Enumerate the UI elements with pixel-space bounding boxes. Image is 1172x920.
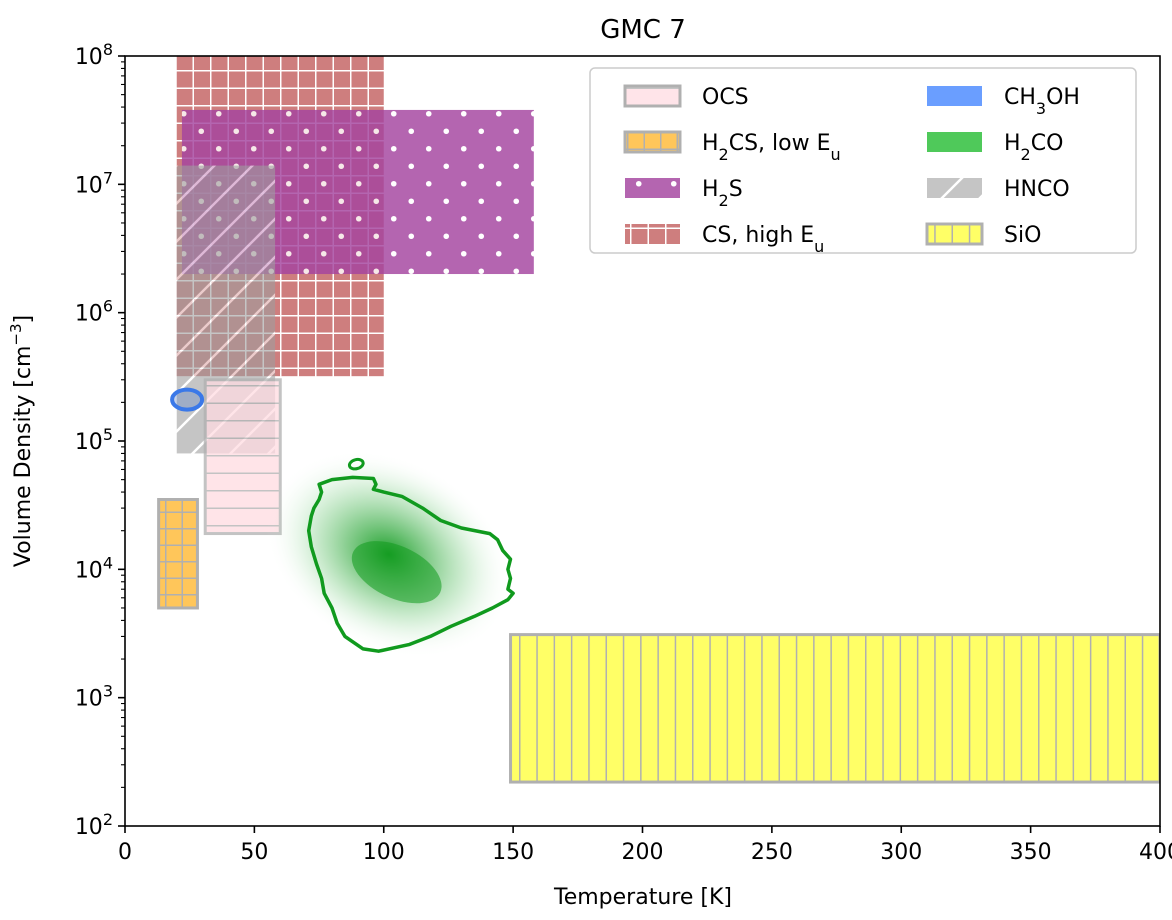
- x-tick-label: 150: [492, 840, 534, 865]
- x-tick-label: 350: [1010, 840, 1052, 865]
- y-tick-label: 106: [75, 296, 113, 327]
- y-tick-label: 105: [75, 425, 113, 456]
- legend-swatch-edge-sio: [925, 222, 984, 246]
- legend-item-sio: SiO: [925, 222, 1041, 248]
- legend-label-sio: SiO: [1004, 223, 1041, 248]
- legend-item-h2cs-low-eu: H2CS, low Eu: [623, 130, 841, 164]
- region-fill-h2cs-low-eu: [158, 499, 198, 608]
- x-tick-label: 50: [240, 840, 268, 865]
- legend-label-h2s: H2S: [702, 177, 743, 210]
- legend-swatch-hnco: [927, 178, 982, 198]
- legend-label-cs-high-eu: CS, high Eu: [702, 223, 824, 256]
- legend-item-cs-high-eu: CS, high Eu: [625, 223, 824, 256]
- y-tick-label: 103: [75, 681, 113, 712]
- y-tick-label: 102: [75, 810, 113, 841]
- region-ocs: [203, 378, 282, 536]
- legend-swatch-h2cs-low-eu: [625, 132, 680, 152]
- legend-item-h2co: H2CO: [927, 131, 1063, 164]
- ch3oh-ellipse: [170, 387, 205, 412]
- region-h2cs-low-eu: [157, 498, 199, 610]
- region-sio: [509, 633, 1160, 784]
- y-axis-label-end: ]: [11, 315, 36, 324]
- legend-swatch-cs-high-eu: [625, 224, 680, 244]
- legend-label-ch3oh: CH3OH: [1004, 85, 1080, 118]
- chart-title: GMC 7: [600, 15, 686, 45]
- legend-label-hnco: HNCO: [1004, 177, 1070, 202]
- x-tick-label: 0: [118, 840, 132, 865]
- legend-item-ocs: OCS: [623, 84, 749, 110]
- plot-area: [157, 56, 1160, 784]
- region-fill-sio: [510, 634, 1160, 783]
- legend-item-h2s: H2S: [625, 177, 743, 210]
- legend-swatch-h2s: [625, 178, 680, 198]
- h2co-contour: [306, 475, 515, 653]
- x-tick-label: 400: [1139, 840, 1172, 865]
- region-edge-ocs: [203, 378, 282, 536]
- region-edge-sio: [509, 633, 1160, 784]
- legend-label-ocs: OCS: [702, 85, 749, 110]
- x-tick-label: 300: [880, 840, 922, 865]
- y-axis-label: Volume Density [cm−3]: [7, 315, 36, 567]
- legend-item-ch3oh: CH3OH: [927, 85, 1080, 118]
- h2co-contour-island: [347, 457, 365, 471]
- y-axis-label-sup: −3: [7, 323, 25, 345]
- legend-swatch-edge-h2cs-low-eu: [623, 130, 682, 154]
- y-tick-label: 107: [75, 168, 113, 199]
- legend-swatch-h2co: [927, 132, 982, 152]
- x-tick-label: 100: [363, 840, 405, 865]
- x-tick-label: 200: [622, 840, 664, 865]
- axes: 0 50 100 150 200 250 300 350 400 102 103 104 105 106 1…: [75, 40, 1172, 866]
- legend: OCS H2CS, low Eu H2S CS, high Eu CH3OH H2CO HN…: [589, 67, 1137, 256]
- y-tick-label: 108: [75, 40, 113, 71]
- y-tick-label: 104: [75, 553, 113, 584]
- x-axis-label: Temperature [K]: [553, 885, 732, 910]
- legend-item-hnco: HNCO: [927, 177, 1070, 202]
- x-tick-label: 250: [751, 840, 793, 865]
- legend-swatch-sio: [927, 224, 982, 244]
- legend-label-h2co: H2CO: [1004, 131, 1063, 164]
- legend-swatch-edge-ocs: [623, 84, 682, 108]
- legend-swatch-ocs: [625, 86, 680, 106]
- h2co-density: [265, 450, 512, 658]
- y-axis-label-base: Volume Density [cm: [11, 346, 36, 568]
- legend-label-h2cs-low-eu: H2CS, low Eu: [702, 131, 841, 164]
- legend-swatch-ch3oh: [927, 86, 982, 106]
- h2co-density-core: [351, 541, 442, 604]
- region-edge-h2cs-low-eu: [157, 498, 199, 610]
- legend-frame: [589, 67, 1137, 254]
- region-fill-ocs: [205, 379, 281, 534]
